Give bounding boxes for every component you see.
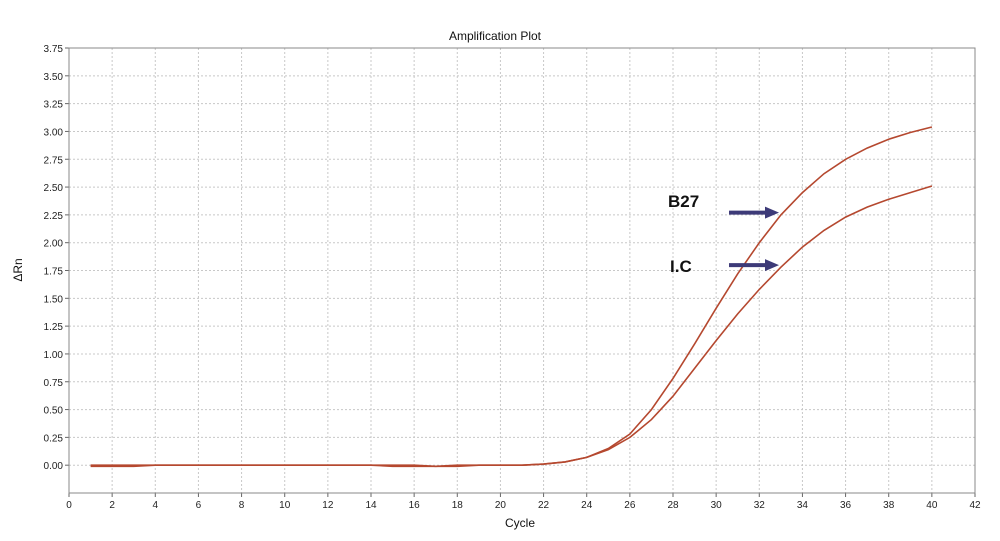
series-line-b27: [90, 126, 933, 468]
y-tick-label: 1.00: [44, 350, 64, 361]
x-tick-label: 4: [153, 500, 159, 511]
y-tick-label: 2.75: [44, 155, 64, 166]
x-tick-label: 12: [322, 500, 334, 511]
y-tick-label: 0.75: [44, 378, 64, 389]
x-tick-label: 0: [66, 500, 72, 511]
x-tick-label: 32: [754, 500, 766, 511]
y-tick-label: 2.00: [44, 239, 64, 250]
y-tick-label: 3.00: [44, 127, 64, 138]
y-tick-label: 1.50: [44, 294, 64, 305]
y-tick-label: 1.75: [44, 267, 64, 278]
x-tick-label: 30: [711, 500, 723, 511]
annotation-arrow-head: [765, 206, 780, 219]
x-axis-label: Cycle: [505, 516, 535, 530]
y-tick-label: 0.50: [44, 406, 64, 417]
x-tick-label: 20: [495, 500, 507, 511]
x-tick-label: 36: [840, 500, 852, 511]
x-tick-label: 42: [969, 500, 981, 511]
x-tick-label: 28: [667, 500, 679, 511]
grid: [68, 47, 976, 493]
x-tick-label: 6: [196, 500, 202, 511]
x-tick-label: 38: [883, 500, 895, 511]
x-tick-label: 18: [452, 500, 464, 511]
y-tick-label: 0.00: [44, 461, 64, 472]
x-tick-label: 34: [797, 500, 809, 511]
x-tick-label: 14: [365, 500, 377, 511]
x-tick-label: 26: [624, 500, 636, 511]
y-tick-label: 3.50: [44, 72, 64, 83]
y-tick-label: 3.75: [44, 44, 64, 55]
y-tick-label: 1.25: [44, 322, 64, 333]
annotation-arrow-head: [765, 259, 780, 272]
x-axis-ticks: 0 2 4 6 8 10 12 14 16 18 20 22 24 26 28 30 32 34 36 38 40 42: [66, 493, 981, 511]
y-tick-label: 2.25: [44, 211, 64, 222]
y-tick-label: 0.25: [44, 433, 64, 444]
x-tick-label: 22: [538, 500, 550, 511]
x-tick-label: 2: [109, 500, 115, 511]
y-axis-label: ΔRn: [11, 258, 25, 281]
y-axis-ticks: 0.00 0.25 0.50 0.75 1.00 1.25 1.50 1.75 2.00 2.25…: [44, 44, 69, 472]
chart-title: Amplification Plot: [449, 29, 542, 43]
annotation-label-b27: B27: [668, 192, 699, 211]
x-tick-label: 8: [239, 500, 245, 511]
x-tick-label: 10: [279, 500, 291, 511]
annotation-label-i-c: I.C: [670, 257, 692, 276]
annotations: B27 I.C: [668, 192, 780, 276]
y-tick-label: 2.50: [44, 183, 64, 194]
x-tick-label: 16: [409, 500, 421, 511]
plot-frame: [68, 47, 976, 494]
x-tick-label: 24: [581, 500, 593, 511]
y-tick-label: 3.25: [44, 100, 64, 111]
series-group: [90, 126, 933, 468]
x-tick-label: 40: [926, 500, 938, 511]
series-line-i-c: [90, 185, 933, 468]
